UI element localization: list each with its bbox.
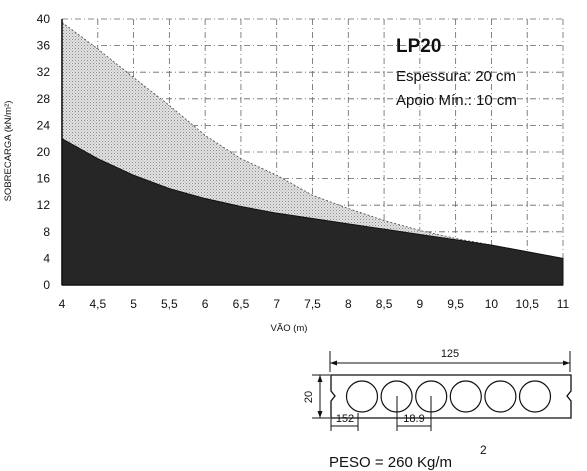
width-label: 125	[441, 348, 459, 360]
y-tick-label: 32	[37, 65, 51, 79]
height-label: 20	[303, 391, 315, 403]
peso-exponent: 2	[480, 443, 487, 457]
x-tick-label: 5,5	[161, 297, 178, 311]
slab-outline	[330, 374, 572, 419]
y-tick-label: 24	[37, 118, 51, 132]
y-tick-label: 20	[37, 145, 51, 159]
x-tick-label: 6	[202, 297, 209, 311]
info-support: Apoio Mín.: 10 cm	[396, 92, 517, 109]
info-thickness: Espessura: 20 cm	[396, 68, 516, 85]
plot-area	[61, 18, 564, 286]
slab-hole	[484, 380, 517, 413]
y-tick-label: 36	[37, 39, 51, 53]
upper-load-area	[62, 22, 563, 259]
x-tick-label: 11	[557, 297, 570, 311]
y-tick-label: 4	[43, 251, 50, 265]
dim-189-label: 18.9	[403, 413, 424, 425]
slab-hole	[345, 380, 379, 413]
x-tick-label: 10,5	[516, 297, 540, 311]
y-axis-ticks: 0 4 8 12 16 20 24 28 32 36 40	[37, 12, 51, 292]
upper-load-curve	[61, 21, 564, 259]
x-tick-label: 4	[59, 297, 66, 311]
y-axis-title: SOBRECARGA (kN/m²)	[3, 101, 14, 202]
y-tick-label: 28	[37, 92, 51, 106]
x-tick-label: 6,5	[233, 297, 250, 311]
x-tick-label: 10	[485, 297, 499, 311]
slab-hole	[449, 380, 482, 413]
dim-152-label: 152	[336, 413, 354, 425]
y-tick-label: 12	[37, 198, 51, 212]
x-tick-label: 9	[417, 297, 424, 311]
y-tick-label: 8	[43, 225, 50, 239]
y-tick-label: 16	[37, 172, 51, 186]
chart-title: LP20	[396, 36, 441, 57]
x-tick-label: 5	[130, 297, 137, 311]
x-tick-label: 4,5	[89, 297, 106, 311]
x-tick-label: 7	[273, 297, 280, 311]
x-tick-label: 9,5	[447, 297, 464, 311]
x-tick-label: 7,5	[304, 297, 321, 311]
slab-hole	[518, 380, 552, 413]
x-tick-label: 8	[345, 297, 352, 311]
lower-load-area	[61, 137, 564, 286]
slab-holes	[345, 380, 552, 413]
x-tick-label: 8,5	[376, 297, 393, 311]
peso-label: PESO = 260 Kg/m	[329, 454, 452, 471]
x-axis-title: VÃO (m)	[271, 323, 308, 334]
y-tick-label: 0	[43, 278, 50, 292]
slab-cross-section: 125 20 152 18.9 PESO = 260 Kg/m 2	[303, 348, 572, 471]
x-axis-ticks: 4 4,5 5 5,5 6 6,5 7 7,5 8 8,5 9 9,5 10 10,5 11	[59, 297, 570, 311]
y-tick-label: 40	[37, 12, 51, 26]
